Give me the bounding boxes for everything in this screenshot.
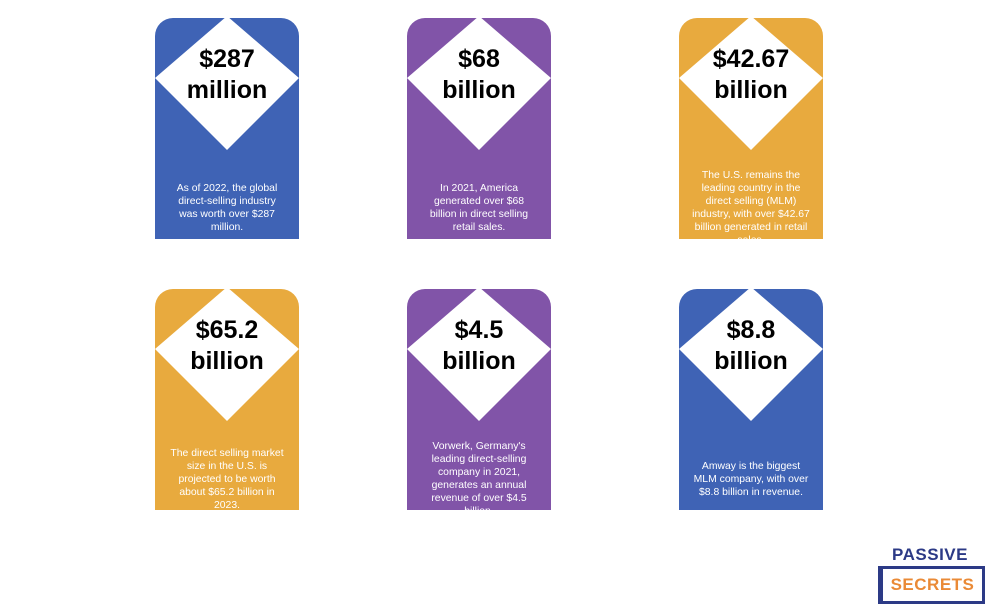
diamond-bg: [407, 18, 551, 150]
description: The direct selling market size in the U.…: [170, 447, 284, 511]
diamond-bg: [155, 289, 299, 421]
headline: $287: [199, 45, 255, 73]
headline: billion: [442, 76, 516, 104]
diamond-bg: [679, 289, 823, 421]
description: As of 2022, the global direct-selling in…: [176, 183, 278, 233]
description-wrap: The U.S. remains the leading country in …: [679, 164, 823, 239]
diamond-bg: [155, 18, 299, 150]
description: Amway is the biggest MLM company, with o…: [693, 460, 809, 498]
stat-card: $287 million As of 2022, the global direct…: [155, 18, 299, 239]
description-wrap: In 2021, America generated over $68 bill…: [407, 164, 551, 239]
description-wrap: Vorwerk, Germany's leading direct-sellin…: [407, 435, 551, 510]
headline: billion: [442, 347, 516, 375]
diamond: [679, 289, 823, 421]
stat-card: $4.5 billion Vorwerk, Germany's leading di…: [407, 289, 551, 510]
headline: billion: [714, 347, 788, 375]
headline: billion: [714, 76, 788, 104]
stat-card: $68 billion In 2021, America generated ove…: [407, 18, 551, 239]
logo-secrets: SECRETS: [878, 566, 985, 604]
description-wrap: The direct selling market size in the U.…: [155, 435, 299, 511]
headline: $68: [458, 45, 500, 73]
description: The U.S. remains the leading country in …: [692, 170, 810, 239]
headline: billion: [190, 347, 264, 375]
headline: $4.5: [454, 316, 504, 344]
headline: million: [186, 76, 268, 104]
diamond-bg: [679, 18, 823, 150]
stat-card: $42.67 billion The U.S. remains the leadin…: [679, 18, 823, 239]
diamond-bg: [407, 289, 551, 421]
headline: $8.8: [726, 316, 776, 344]
headline: $65.2: [195, 316, 259, 344]
description-wrap: Amway is the biggest MLM company, with o…: [679, 435, 823, 510]
stat-card: $8.8 billion Amway is the biggest MLM comp…: [679, 289, 823, 510]
diamond: [155, 18, 299, 150]
diamond: [679, 18, 823, 150]
logo-passive: PASSIVE: [892, 545, 968, 564]
description: Vorwerk, Germany's leading direct-sellin…: [431, 441, 527, 510]
headline: $42.67: [712, 45, 790, 73]
diamond: [407, 289, 551, 421]
stat-card: $65.2 billion The direct selling market si…: [155, 289, 299, 510]
diamond: [155, 289, 299, 421]
description: In 2021, America generated over $68 bill…: [429, 183, 529, 233]
description-wrap: As of 2022, the global direct-selling in…: [155, 164, 299, 239]
diamond: [407, 18, 551, 150]
